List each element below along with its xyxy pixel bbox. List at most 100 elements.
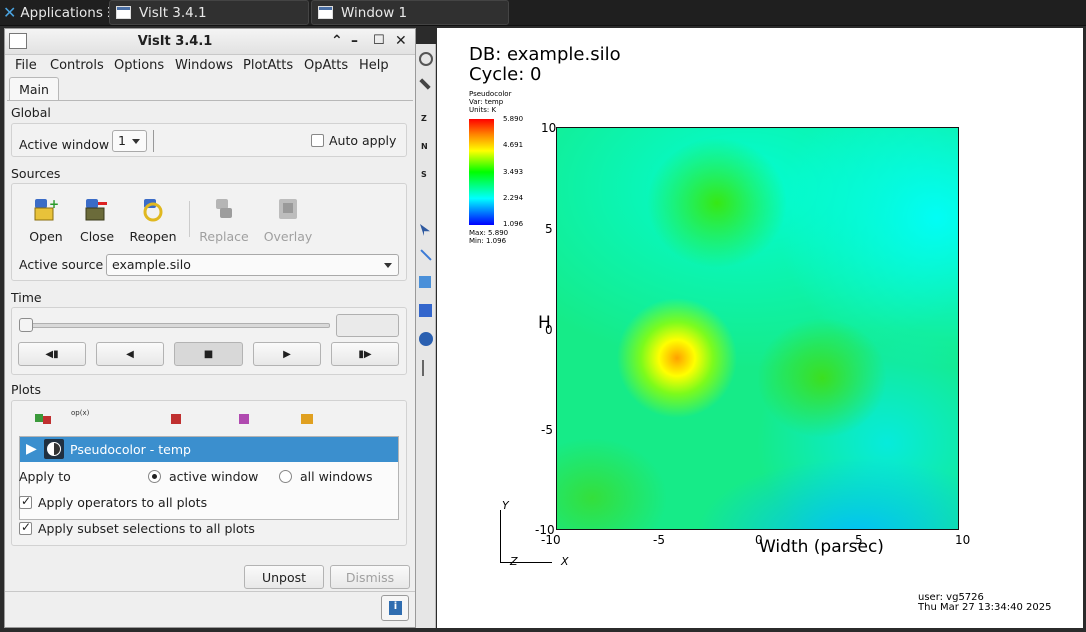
all-windows-radio[interactable] [279, 470, 292, 483]
triad-x-axis [500, 562, 552, 563]
info-button[interactable]: i [381, 595, 409, 621]
maximize-icon[interactable]: ☐ [373, 33, 385, 48]
window-menu-icon[interactable] [9, 33, 27, 49]
plot-status-icon [44, 439, 64, 459]
play-button[interactable]: ▶ [253, 342, 321, 366]
vis-toolbar: Z N S [416, 44, 436, 628]
replace-button[interactable]: Replace [197, 197, 251, 244]
plot-item-label: Pseudocolor - temp [70, 442, 191, 457]
time-slider-track[interactable] [21, 323, 330, 328]
pick-icon[interactable] [420, 224, 430, 236]
add-plot-icon[interactable] [33, 412, 63, 424]
active-window-radio[interactable] [148, 470, 161, 483]
lineout-icon[interactable] [420, 249, 432, 261]
pseudocolor-plot[interactable] [556, 127, 959, 530]
y-tick: -5 [541, 423, 553, 437]
shade-icon[interactable]: ⌃ [331, 33, 343, 49]
n-label-icon[interactable]: N [421, 142, 428, 151]
time-title: Time [11, 290, 42, 305]
active-source-label: Active source [19, 257, 104, 272]
taskbar-visit-label: VisIt 3.4.1 [139, 4, 207, 21]
window-title: VisIt 3.4.1 [137, 34, 213, 49]
step-forward-icon: ▮▶ [358, 349, 372, 360]
cube-icon[interactable] [419, 304, 432, 317]
z-label-icon[interactable]: Z [421, 114, 427, 123]
overlay-label: Overlay [263, 229, 313, 244]
global-group [11, 123, 407, 157]
stop-icon: ■ [203, 349, 214, 360]
taskbar: ✕ Applications ☰ VisIt 3.4.1 Window 1 [0, 0, 1086, 26]
menu-help[interactable]: Help [359, 58, 389, 73]
taskbar-visit-main[interactable]: VisIt 3.4.1 [109, 0, 309, 25]
time-slider-handle[interactable] [19, 318, 33, 332]
close-button[interactable]: Close [70, 197, 124, 244]
taskbar-window1[interactable]: Window 1 [311, 0, 509, 25]
x-tick: -10 [541, 533, 561, 547]
apply-operators-label: Apply operators to all plots [38, 495, 208, 510]
global-title: Global [11, 105, 51, 120]
legend-title: Pseudocolor [469, 90, 512, 98]
delete-plot-icon[interactable] [169, 412, 195, 424]
unpost-button[interactable]: Unpost [244, 565, 324, 589]
active-source-combo[interactable]: example.silo [106, 254, 399, 276]
window-icon [318, 6, 333, 19]
y-tick: 0 [545, 323, 553, 337]
legend-tick: 3.493 [503, 168, 524, 176]
minimize-icon[interactable]: – [351, 33, 358, 49]
plots-title: Plots [11, 382, 42, 397]
sources-title: Sources [11, 166, 61, 181]
time-state-field[interactable] [336, 314, 399, 337]
applications-label: Applications [20, 4, 103, 21]
menu-opatts[interactable]: OpAtts [304, 58, 349, 73]
sphere-icon[interactable] [419, 332, 433, 346]
menu-windows[interactable]: Windows [175, 58, 234, 73]
expand-icon[interactable]: ▶ [26, 441, 37, 457]
date-annotation: Thu Mar 27 13:34:40 2025 [918, 602, 1052, 613]
menu-file[interactable]: File [15, 58, 37, 73]
s-label-icon[interactable]: S [421, 170, 427, 179]
vis-window: DB: example.silo Cycle: 0 Pseudocolor Va… [437, 28, 1083, 628]
plot-list-item[interactable]: ▶ Pseudocolor - temp [20, 437, 398, 462]
box-icon[interactable] [419, 276, 431, 288]
menu-controls[interactable]: Controls [50, 58, 104, 73]
reopen-button[interactable]: Reopen [126, 197, 180, 244]
x-tick: 0 [755, 533, 763, 547]
titlebar: VisIt 3.4.1 ⌃ – ☐ ✕ [5, 29, 415, 55]
navigate-icon[interactable] [419, 52, 433, 66]
draw-plot-icon[interactable] [295, 412, 325, 424]
active-window-combo[interactable]: 1 [112, 130, 147, 152]
add-operator-icon[interactable]: op(x) [71, 409, 90, 417]
hide-plot-icon[interactable] [237, 412, 277, 424]
slider-icon[interactable] [422, 360, 424, 376]
legend-tick: 4.691 [503, 141, 524, 149]
open-button[interactable]: + Open [19, 197, 73, 244]
visit-main-window: VisIt 3.4.1 ⌃ – ☐ ✕ File Controls Option… [4, 28, 416, 628]
stop-button[interactable]: ■ [174, 342, 243, 366]
menu-options[interactable]: Options [114, 58, 165, 73]
active-source-value: example.silo [112, 257, 191, 272]
apply-operators-checkbox[interactable] [19, 494, 32, 509]
info-icon: i [389, 601, 402, 615]
tab-main[interactable]: Main [9, 77, 59, 101]
legend-tick: 5.890 [503, 115, 524, 123]
triad-z-label: Z [510, 555, 518, 568]
dismiss-button[interactable]: Dismiss [330, 565, 410, 589]
close-icon[interactable]: ✕ [395, 33, 407, 49]
play-reverse-button[interactable]: ◀ [96, 342, 164, 366]
overlay-icon [279, 199, 297, 219]
menu-plotatts[interactable]: PlotAtts [243, 58, 294, 73]
svg-text:+: + [49, 197, 59, 211]
apply-subset-checkbox[interactable] [19, 520, 32, 535]
x-axis-title: Width (parsec) [759, 537, 884, 557]
overlay-button[interactable]: Overlay [261, 197, 315, 244]
zoom-icon[interactable] [419, 78, 431, 90]
step-forward-button[interactable]: ▮▶ [331, 342, 399, 366]
step-back-button[interactable]: ◀▮ [18, 342, 86, 366]
triad-y-label: Y [502, 499, 509, 512]
menubar: File Controls Options Windows PlotAtts O… [5, 55, 415, 77]
auto-apply-checkbox[interactable] [311, 134, 324, 147]
separator [189, 201, 190, 237]
x-tick: -5 [653, 533, 665, 547]
applications-menu[interactable]: ✕ Applications ☰ [0, 0, 119, 25]
replace-icon [216, 199, 232, 218]
